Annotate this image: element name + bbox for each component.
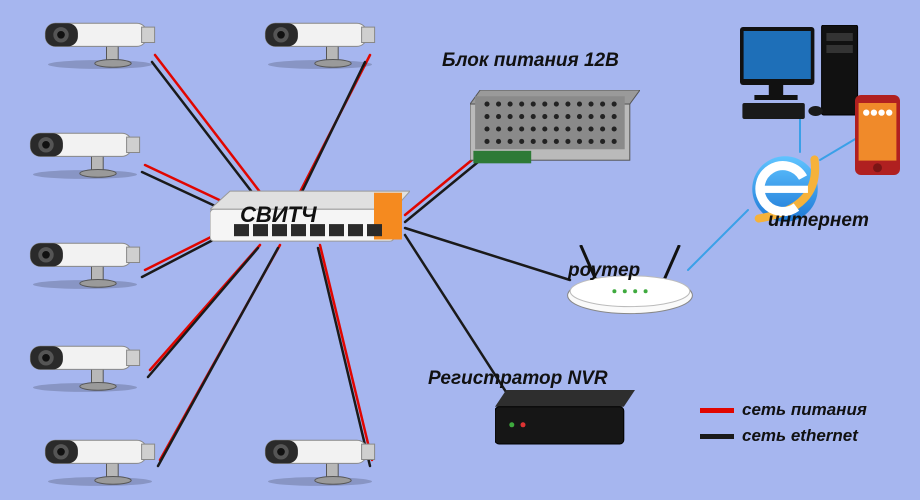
label-router: роутер (568, 260, 640, 282)
nvr-icon (495, 390, 635, 450)
camera-icon (255, 15, 385, 70)
label-nvr: Регистратор NVR (428, 368, 608, 390)
camera-icon (20, 235, 150, 290)
legend-swatch (700, 408, 734, 413)
label-switch: СВИТЧ (240, 202, 317, 228)
pc-icon (740, 25, 860, 125)
label-internet: интернет (768, 210, 869, 232)
psu-icon (470, 90, 640, 168)
label-psu: Блок питания 12В (442, 50, 619, 72)
diagram-canvas: Блок питания 12В СВИТЧ роутер интернет Р… (0, 0, 920, 500)
camera-icon (35, 15, 165, 70)
legend-swatch (700, 434, 734, 439)
legend-text: сеть ethernet (742, 426, 858, 446)
legend-text: сеть питания (742, 400, 867, 420)
legend: сеть питания сеть ethernet (700, 400, 867, 452)
camera-icon (20, 338, 150, 393)
legend-row: сеть питания (700, 400, 867, 420)
legend-row: сеть ethernet (700, 426, 867, 446)
phone-icon (855, 95, 900, 175)
camera-icon (20, 125, 150, 180)
camera-icon (35, 432, 165, 487)
camera-icon (255, 432, 385, 487)
